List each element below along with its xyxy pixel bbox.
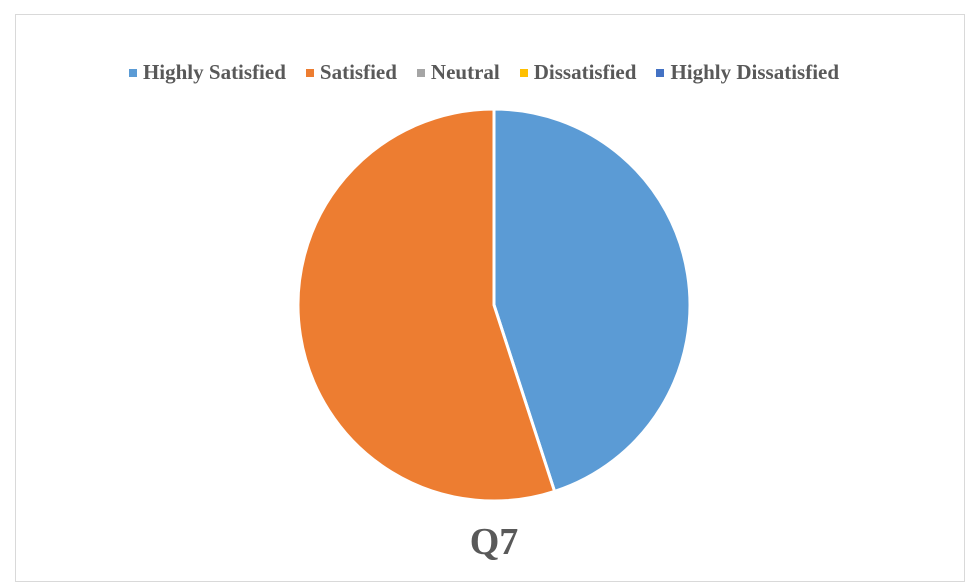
legend-item: Highly Satisfied [128, 60, 286, 85]
legend-swatch [416, 68, 425, 77]
legend-swatch [128, 68, 137, 77]
legend-swatch [305, 68, 314, 77]
chart-title: Q7 [469, 521, 519, 563]
legend-label: Highly Satisfied [142, 60, 286, 84]
legend-swatch [519, 68, 528, 77]
legend-item: Dissatisfied [519, 60, 637, 85]
chart-legend: Highly Satisfied Satisfied Neutral Dissatis… [0, 60, 968, 85]
legend-label: Dissatisfied [533, 60, 637, 84]
legend-label: Highly Dissatisfied [670, 60, 840, 84]
legend-swatch [656, 68, 665, 77]
legend-label: Satisfied [319, 60, 397, 84]
legend-item: Satisfied [305, 60, 397, 85]
pie-slice-highly-satisfied [492, 107, 692, 494]
legend-label: Neutral [430, 60, 500, 84]
pie-slice-satisfied [296, 107, 557, 503]
legend-item: Highly Dissatisfied [656, 60, 839, 85]
legend-item: Neutral [416, 60, 500, 85]
